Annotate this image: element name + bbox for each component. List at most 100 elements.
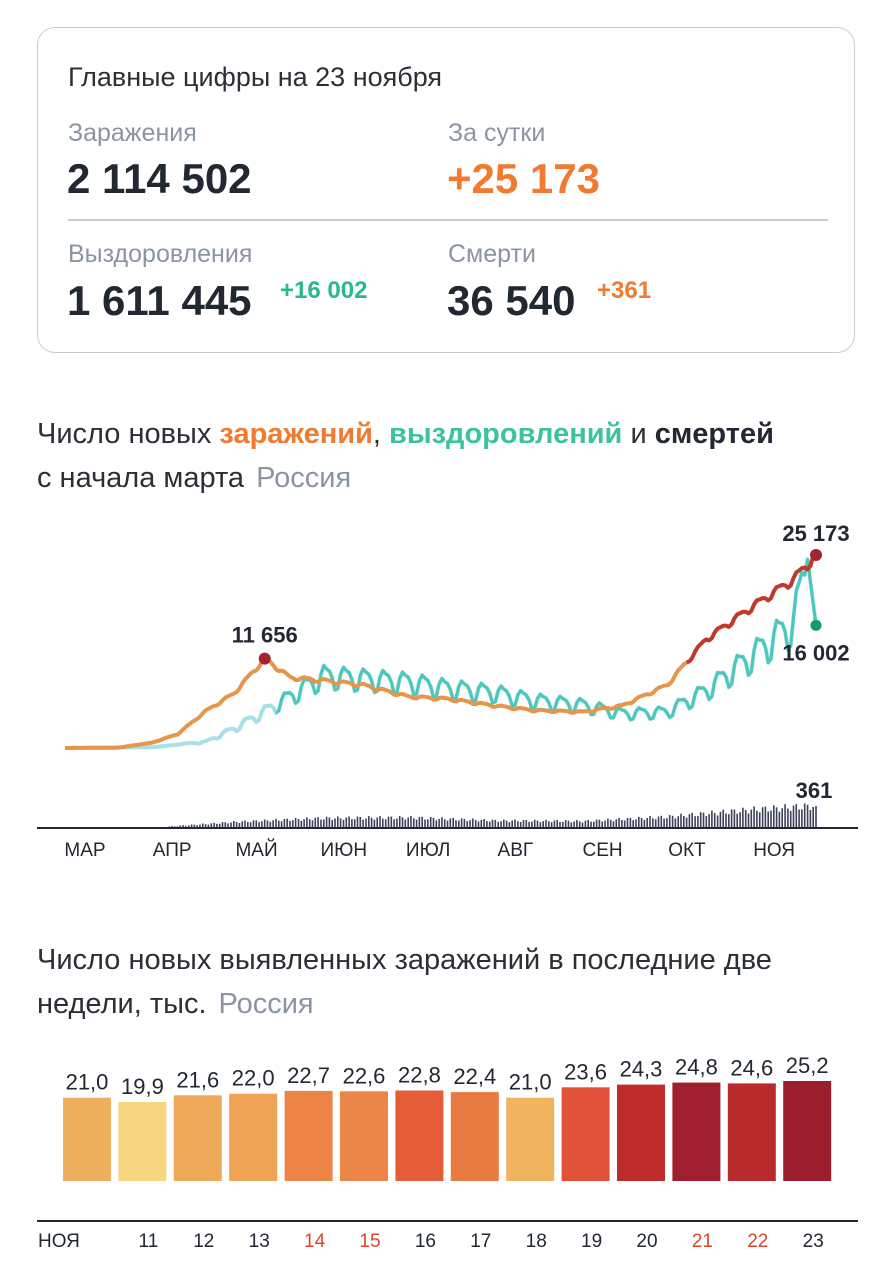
recoveries-label: Выздоровления xyxy=(68,240,253,268)
deaths-bar xyxy=(500,821,502,828)
bar xyxy=(450,1092,499,1181)
deaths-bar xyxy=(401,817,404,828)
deaths-bar xyxy=(528,821,530,828)
chart1-heading-and: и xyxy=(622,418,655,450)
deaths-bar xyxy=(697,816,699,828)
deaths-bar xyxy=(317,817,319,828)
deaths-bar xyxy=(649,816,651,828)
deaths-bar xyxy=(623,820,626,828)
deaths-bar xyxy=(365,818,367,828)
deaths-bar xyxy=(494,819,497,828)
deaths-bar xyxy=(263,819,266,828)
recoveries-line xyxy=(275,557,818,722)
deaths-bar xyxy=(458,820,460,828)
deaths-bar xyxy=(247,822,249,828)
deaths-bar xyxy=(491,819,494,828)
deaths-bar xyxy=(413,818,415,828)
deaths-bar xyxy=(325,816,328,828)
deaths-bar xyxy=(486,821,488,828)
deaths-bar xyxy=(708,814,710,828)
deaths-bar xyxy=(601,821,603,828)
deaths-bar xyxy=(719,811,722,828)
deaths-bar xyxy=(716,815,719,828)
bar-value-label: 22,6 xyxy=(343,1063,386,1088)
deaths-bar xyxy=(556,820,558,828)
deaths-bar xyxy=(677,816,679,828)
category-label: 12 xyxy=(193,1231,214,1252)
deaths-bar xyxy=(722,809,724,828)
deaths-bar xyxy=(570,822,573,828)
deaths-bar xyxy=(384,819,387,828)
deaths-bar xyxy=(663,818,665,828)
deaths-bar xyxy=(249,822,252,828)
chart2-heading-line1: Число новых выявленных заражений в после… xyxy=(37,944,772,976)
category-label: 15 xyxy=(359,1231,380,1252)
deaths-bar xyxy=(584,820,587,828)
deaths-bar xyxy=(545,819,547,828)
deaths-bar xyxy=(472,818,474,828)
deaths-bar xyxy=(275,818,277,828)
deaths-bar xyxy=(241,821,243,828)
deaths-bar xyxy=(269,821,272,828)
deaths-bar xyxy=(643,819,646,828)
deaths-bar xyxy=(505,820,508,828)
recoveries-line-light xyxy=(65,557,818,750)
bar xyxy=(229,1093,278,1181)
deaths-bar xyxy=(480,819,483,828)
deaths-bar xyxy=(188,825,190,828)
deaths-bar xyxy=(483,819,485,828)
deaths-bar xyxy=(199,824,201,828)
deaths-bar xyxy=(311,820,314,828)
deaths-bar xyxy=(415,819,418,828)
deaths-bar xyxy=(536,820,539,828)
deaths-bar xyxy=(705,816,708,828)
deaths-bar xyxy=(680,813,682,828)
deaths-bar xyxy=(376,817,378,828)
infections-line-recent xyxy=(685,549,818,665)
infections-label: Заражения xyxy=(68,119,197,147)
deaths-value: 36 540 xyxy=(447,277,576,324)
deaths-delta: +361 xyxy=(597,277,652,304)
deaths-bar xyxy=(778,811,781,828)
peak-label: 11 656 xyxy=(232,623,298,648)
deaths-bar xyxy=(427,819,429,828)
bar xyxy=(118,1102,167,1181)
deaths-bar xyxy=(795,804,798,828)
category-label: 23 xyxy=(803,1231,824,1252)
deaths-bar xyxy=(514,819,516,828)
deaths-bar xyxy=(373,819,376,828)
bar-value-label: 22,7 xyxy=(287,1063,330,1088)
daily-value: +25 173 xyxy=(447,155,600,202)
last-recoveries-marker xyxy=(810,619,822,631)
deaths-bar xyxy=(573,821,575,828)
deaths-bar xyxy=(618,818,620,828)
deaths-bar xyxy=(787,808,789,828)
deaths-bar xyxy=(632,820,634,828)
recoveries-value: 1 611 445 xyxy=(67,277,252,324)
deaths-bar xyxy=(379,816,381,828)
deaths-bar xyxy=(278,820,280,828)
deaths-bar xyxy=(294,818,297,828)
deaths-bar xyxy=(421,816,423,828)
category-label: 22 xyxy=(747,1231,768,1252)
month-tick-label: МАЙ xyxy=(235,839,277,861)
deaths-bar xyxy=(640,817,643,828)
deaths-bar xyxy=(289,820,291,828)
month-tick-label: АВГ xyxy=(498,840,534,861)
last-infections-marker xyxy=(810,549,822,561)
chart1-heading-deaths: смертей xyxy=(654,418,774,450)
deaths-bar xyxy=(775,807,778,828)
infections-line xyxy=(65,654,688,750)
deaths-bar xyxy=(767,811,769,828)
deaths-bar xyxy=(770,810,772,828)
peak-marker xyxy=(258,652,271,665)
deaths-bar xyxy=(671,815,674,828)
deaths-bar xyxy=(593,821,595,828)
deaths-bar xyxy=(272,820,274,828)
deaths-bar xyxy=(283,819,286,828)
deaths-bar xyxy=(238,822,241,828)
deaths-bar xyxy=(463,818,466,828)
chart2-heading-line2: недели, тыс. xyxy=(37,988,207,1020)
bar xyxy=(284,1090,333,1181)
deaths-bar xyxy=(612,821,615,828)
